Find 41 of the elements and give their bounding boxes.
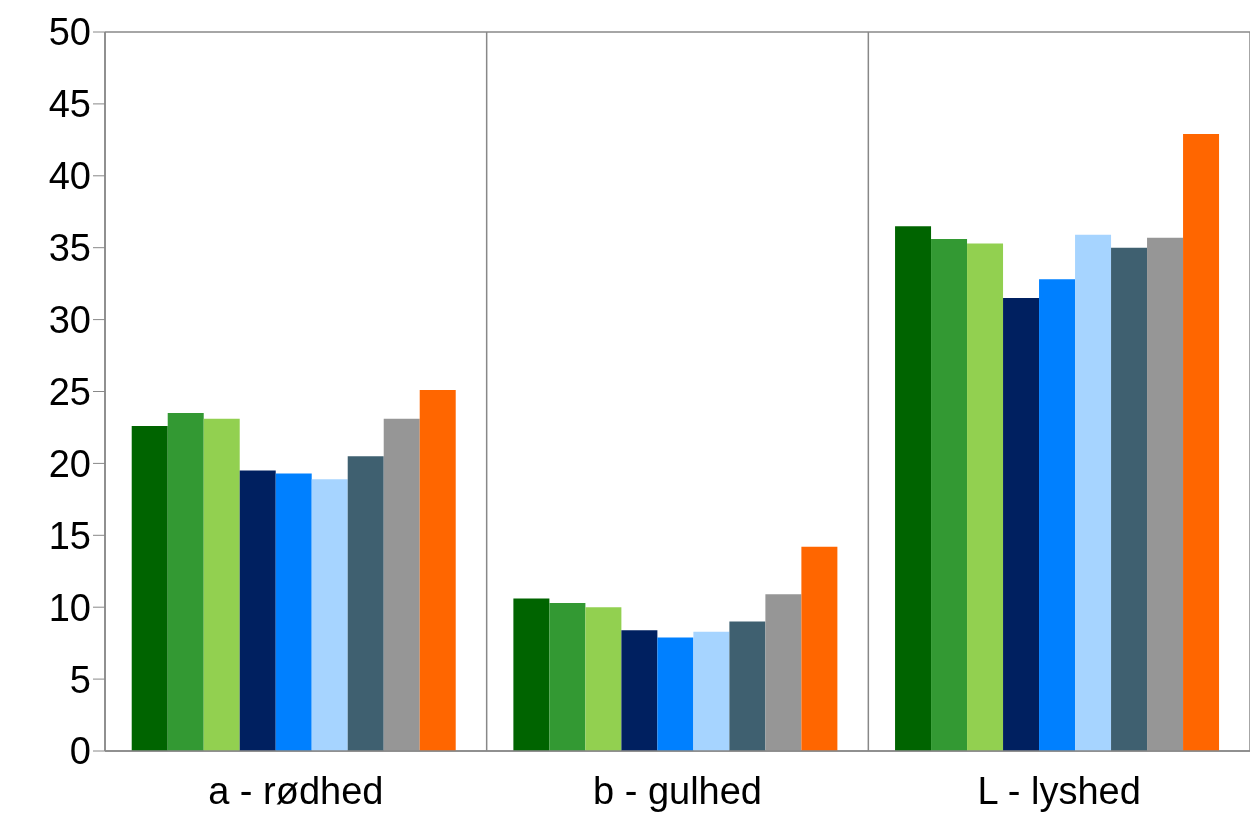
bar xyxy=(347,456,384,751)
bar xyxy=(765,594,802,751)
bar xyxy=(275,473,312,751)
bar xyxy=(1111,247,1148,751)
bar xyxy=(931,239,968,751)
y-tick-label: 35 xyxy=(48,227,91,270)
bar xyxy=(585,607,622,751)
y-tick-label: 50 xyxy=(48,11,91,54)
y-tick-label: 45 xyxy=(48,83,91,126)
x-tick-label: L - lyshed xyxy=(977,769,1141,812)
y-tick-label: 40 xyxy=(48,155,91,198)
x-tick-label: a - rødhed xyxy=(208,769,384,812)
bar xyxy=(1039,279,1076,751)
y-tick-label: 5 xyxy=(69,658,91,701)
y-tick-label: 20 xyxy=(48,442,91,485)
x-tick-label: b - gulhed xyxy=(592,769,763,812)
bar xyxy=(419,390,456,751)
y-tick-label: 30 xyxy=(48,299,91,342)
bar xyxy=(693,631,730,751)
bar xyxy=(967,243,1004,751)
bar xyxy=(167,413,204,751)
bar xyxy=(513,598,550,751)
bar xyxy=(1075,234,1112,751)
bar xyxy=(203,418,240,751)
bar xyxy=(657,637,694,751)
bar xyxy=(311,479,348,751)
bar xyxy=(549,602,586,751)
bar xyxy=(1003,298,1040,751)
bar xyxy=(131,426,168,751)
y-tick-label: 10 xyxy=(48,586,91,629)
y-tick-label: 0 xyxy=(69,730,91,773)
bar xyxy=(801,546,838,751)
bar xyxy=(621,630,658,751)
y-tick-label: 15 xyxy=(48,514,91,557)
bar xyxy=(1147,237,1184,751)
bar xyxy=(895,226,932,751)
bar xyxy=(729,621,766,751)
bar xyxy=(239,470,276,751)
bar xyxy=(383,418,420,751)
y-tick-label: 25 xyxy=(48,370,91,413)
bar xyxy=(1183,134,1220,751)
